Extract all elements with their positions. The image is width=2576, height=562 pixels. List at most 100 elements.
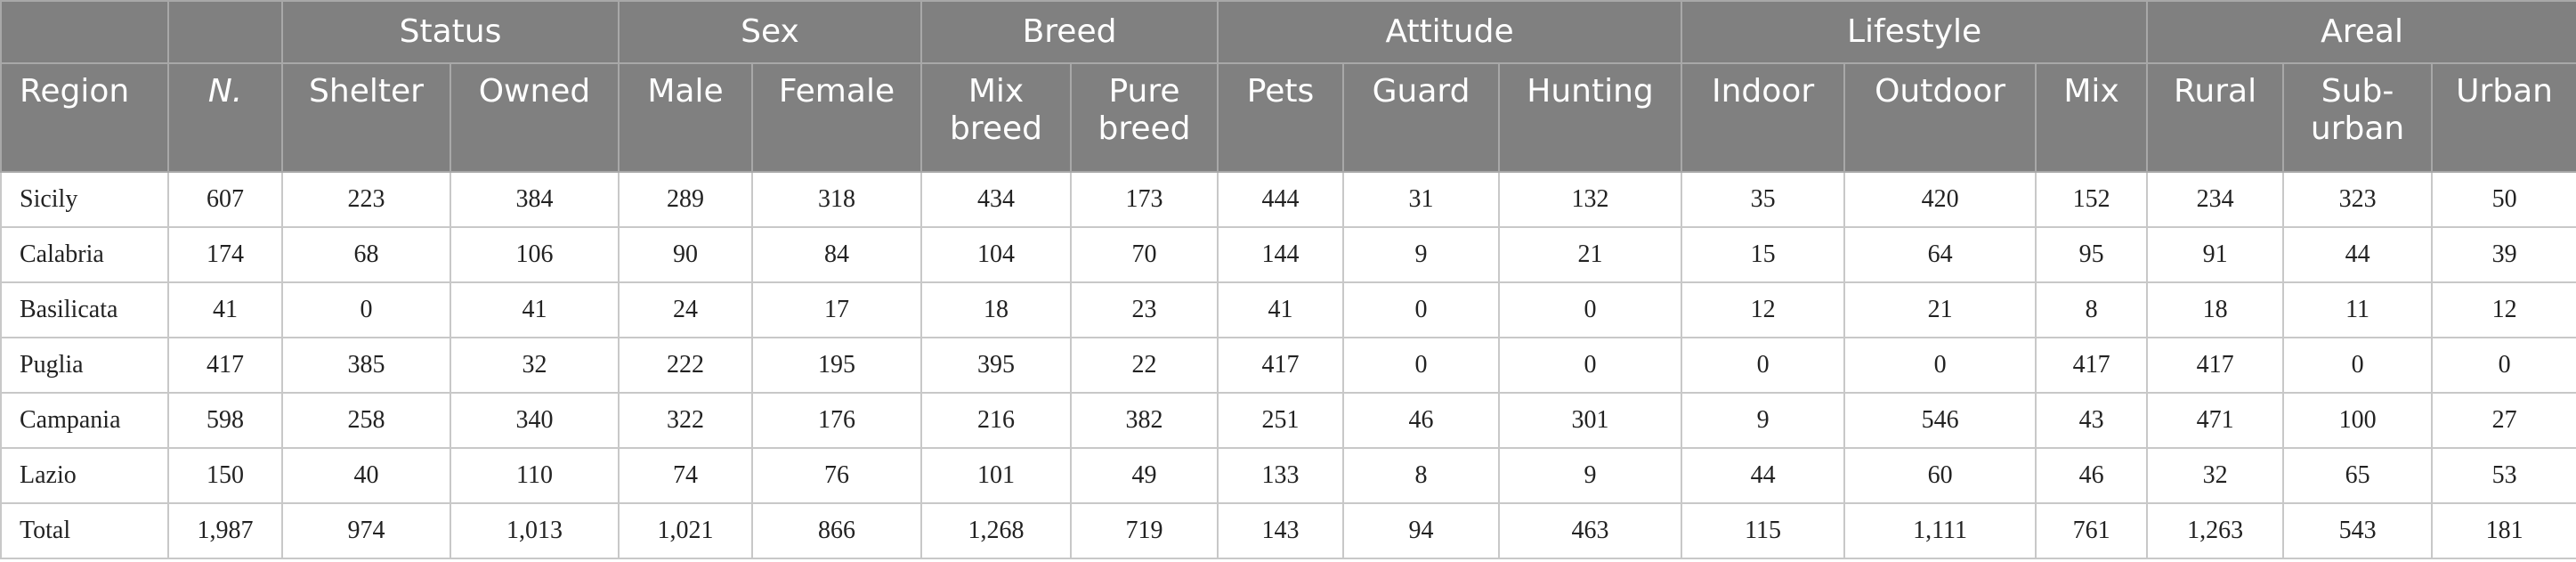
cell-sub-urban: 44 (2282, 226, 2434, 283)
column-header-pets: Pets (1217, 62, 1345, 173)
cell-mix-breed: 434 (920, 171, 1073, 228)
cell-pets: 144 (1217, 226, 1345, 283)
cell-male: 322 (618, 392, 753, 449)
cell-owned: 41 (450, 281, 620, 338)
cell-male: 24 (618, 281, 753, 338)
table-body: Sicily 607 223 384 289 318 434 173 444 31 132 35 420… (0, 171, 2576, 559)
cell-urban: 181 (2431, 502, 2576, 559)
cell-female: 195 (750, 337, 923, 394)
cell-mix-breed: 1,268 (920, 502, 1073, 559)
column-header-rural: Rural (2146, 62, 2285, 173)
cell-region: Basilicata (0, 281, 169, 338)
column-header-male: Male (618, 62, 753, 173)
cell-rural: 91 (2146, 226, 2285, 283)
cell-shelter: 40 (281, 447, 451, 504)
column-header-region: Region (0, 62, 169, 173)
cell-rural: 417 (2146, 337, 2285, 394)
column-header-sub-urban: Sub-urban (2282, 62, 2434, 173)
cell-pets: 143 (1217, 502, 1345, 559)
cell-mix: 761 (2035, 502, 2149, 559)
cell-mix-breed: 216 (920, 392, 1073, 449)
cell-outdoor: 64 (1843, 226, 2037, 283)
cell-male: 74 (618, 447, 753, 504)
cell-female: 84 (750, 226, 923, 283)
table-row: Calabria 174 68 106 90 84 104 70 144 9 21 15 64 95 91 4… (0, 226, 2576, 283)
cell-indoor: 35 (1681, 171, 1846, 228)
cell-rural: 32 (2146, 447, 2285, 504)
cell-hunting: 0 (1498, 337, 1683, 394)
cell-shelter: 223 (281, 171, 451, 228)
column-header-female: Female (750, 62, 923, 173)
cell-indoor: 15 (1681, 226, 1846, 283)
cell-guard: 94 (1342, 502, 1501, 559)
cell-pets: 133 (1217, 447, 1345, 504)
cell-outdoor: 420 (1843, 171, 2037, 228)
cell-n: 607 (167, 171, 283, 228)
cell-region: Total (0, 502, 169, 559)
cell-n: 598 (167, 392, 283, 449)
cell-indoor: 115 (1681, 502, 1846, 559)
cell-pure-breed: 23 (1070, 281, 1219, 338)
cell-indoor: 12 (1681, 281, 1846, 338)
cell-pets: 417 (1217, 337, 1345, 394)
column-header-indoor: Indoor (1681, 62, 1846, 173)
cell-urban: 53 (2431, 447, 2576, 504)
cell-outdoor: 0 (1843, 337, 2037, 394)
cell-urban: 12 (2431, 281, 2576, 338)
cell-region: Puglia (0, 337, 169, 394)
header-column-row: Region N. Shelter Owned Male Female Mix … (0, 62, 2576, 173)
cell-pure-breed: 719 (1070, 502, 1219, 559)
cell-pure-breed: 49 (1070, 447, 1219, 504)
cell-owned: 110 (450, 447, 620, 504)
column-header-mix-breed: Mix breed (920, 62, 1073, 173)
cell-urban: 27 (2431, 392, 2576, 449)
cell-mix-breed: 395 (920, 337, 1073, 394)
cell-shelter: 258 (281, 392, 451, 449)
table-row: Lazio 150 40 110 74 76 101 49 133 8 9 44 60 46 32 65 53 (0, 447, 2576, 504)
cell-male: 289 (618, 171, 753, 228)
header-blank-n (167, 0, 283, 64)
cell-mix: 46 (2035, 447, 2149, 504)
cell-hunting: 301 (1498, 392, 1683, 449)
cell-hunting: 21 (1498, 226, 1683, 283)
cell-indoor: 44 (1681, 447, 1846, 504)
table-row: Total 1,987 974 1,013 1,021 866 1,268 719 143 94 4… (0, 502, 2576, 559)
cell-guard: 0 (1342, 281, 1501, 338)
column-header-outdoor: Outdoor (1843, 62, 2037, 173)
cell-region: Calabria (0, 226, 169, 283)
cell-region: Sicily (0, 171, 169, 228)
cell-rural: 234 (2146, 171, 2285, 228)
cell-pure-breed: 70 (1070, 226, 1219, 283)
cell-hunting: 132 (1498, 171, 1683, 228)
cell-guard: 0 (1342, 337, 1501, 394)
cell-outdoor: 1,111 (1843, 502, 2037, 559)
cell-shelter: 385 (281, 337, 451, 394)
cell-female: 866 (750, 502, 923, 559)
group-header-sex: Sex (617, 0, 923, 64)
cell-sub-urban: 11 (2282, 281, 2434, 338)
cell-owned: 32 (450, 337, 620, 394)
cell-shelter: 68 (281, 226, 451, 283)
cell-mix-breed: 101 (920, 447, 1073, 504)
group-header-attitude: Attitude (1217, 0, 1683, 64)
cell-pets: 251 (1217, 392, 1345, 449)
column-header-n: N. (167, 62, 283, 173)
cell-region: Campania (0, 392, 169, 449)
cell-rural: 18 (2146, 281, 2285, 338)
table-row: Sicily 607 223 384 289 318 434 173 444 31 132 35 420… (0, 171, 2576, 228)
column-header-hunting: Hunting (1498, 62, 1683, 173)
column-header-urban: Urban (2431, 62, 2576, 173)
cell-outdoor: 546 (1843, 392, 2037, 449)
table-row: Puglia 417 385 32 222 195 395 22 417 0 0 0 0 417 417 0 0 (0, 337, 2576, 394)
cell-n: 174 (167, 226, 283, 283)
cell-sub-urban: 0 (2282, 337, 2434, 394)
cell-female: 17 (750, 281, 923, 338)
cell-guard: 9 (1342, 226, 1501, 283)
cell-male: 222 (618, 337, 753, 394)
cell-n: 1,987 (167, 502, 283, 559)
cell-female: 176 (750, 392, 923, 449)
table-row: Basilicata 41 0 41 24 17 18 23 41 0 0 12 21 8 18 11 12 (0, 281, 2576, 338)
cell-mix: 152 (2035, 171, 2149, 228)
group-header-lifestyle: Lifestyle (1681, 0, 2149, 64)
cell-mix: 8 (2035, 281, 2149, 338)
